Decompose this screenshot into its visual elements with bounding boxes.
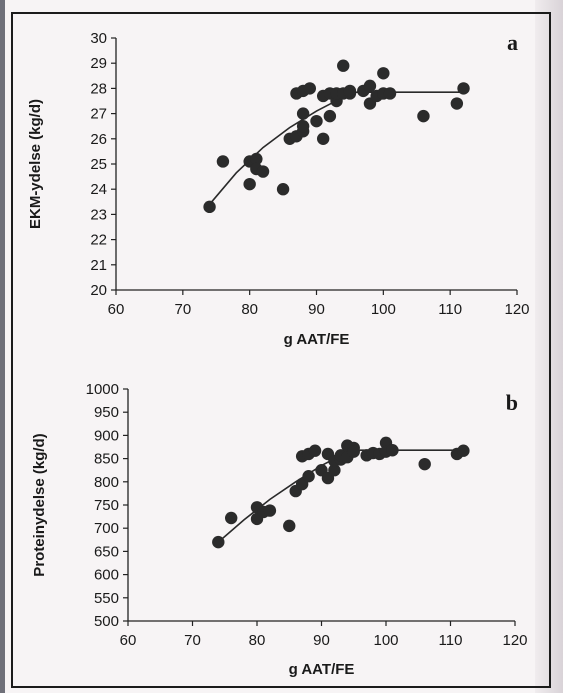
panel-b-x-axis-title: g AAT/FE <box>289 661 355 678</box>
panel-b-x-tick-label: 80 <box>249 632 266 649</box>
panel-b-data-point <box>386 444 399 457</box>
panel-a-data-point <box>316 132 330 145</box>
panel-a-x-tick-label: 70 <box>174 301 191 318</box>
panel-a-x-tick-label: 100 <box>371 301 396 318</box>
panel-b-x-tick-label: 100 <box>373 632 398 649</box>
panel-a-y-tick-label: 30 <box>90 30 107 47</box>
panel-b-data-point <box>302 470 315 483</box>
panel-a-y-axis-title: EKM-ydelse (kg/d) <box>27 99 44 229</box>
panel-b-y-tick-label: 650 <box>94 543 119 560</box>
panel-b-y-tick-label: 700 <box>94 520 119 537</box>
panel-b-data-point <box>418 457 431 471</box>
panel-a-y-tick-label: 28 <box>90 80 107 97</box>
panel-a-data-point <box>203 200 216 214</box>
panel-b-x-tick-label: 110 <box>439 632 463 649</box>
panel-a-x-axis-title: g AAT/FE <box>284 331 350 348</box>
panel-b-x-tick-label: 60 <box>120 632 137 649</box>
panel-a-data-point <box>457 82 470 95</box>
panel-a-data-point <box>310 114 323 128</box>
panel-a-data-point <box>377 67 390 80</box>
scanned-page <box>5 0 563 693</box>
panel-b-y-tick-label: 1000 <box>86 381 119 398</box>
panel-a-y-tick-label: 22 <box>90 232 107 249</box>
panel-a-data-point <box>450 97 464 110</box>
panel-a-y-tick-label: 21 <box>90 257 107 274</box>
panel-b-data-point <box>263 504 277 517</box>
panel-a-y-tick-label: 23 <box>90 206 107 223</box>
panel-a-y-tick-label: 27 <box>90 106 107 123</box>
panel-a-data-point <box>243 177 256 191</box>
panel-b-y-tick-label: 900 <box>94 427 119 444</box>
panel-a-y-tick-label: 26 <box>90 131 107 148</box>
panel-b-data-point <box>347 445 360 458</box>
panel-a-data-point <box>216 155 230 168</box>
panel-a-data-point <box>343 84 357 98</box>
panel-b-y-tick-label: 850 <box>94 451 119 468</box>
panel-b-data-point <box>328 464 341 477</box>
panel-a-data-point <box>417 109 430 123</box>
panel-b-x-tick-label: 90 <box>313 632 330 649</box>
panel-b-data-point <box>308 444 322 457</box>
panel-a-data-point <box>296 120 310 133</box>
panel-a-x-tick-label: 60 <box>108 301 125 318</box>
panel-a-data-point <box>323 109 337 123</box>
panel-b-x-tick-label: 120 <box>502 632 527 649</box>
panel-a-data-point <box>296 107 310 120</box>
panel-a-data-point <box>363 79 377 93</box>
panel-b-y-tick-label: 750 <box>94 497 119 514</box>
panel-a-data-point <box>337 59 350 72</box>
panel-b-y-tick-label: 600 <box>94 567 119 584</box>
panel-b-x-tick-label: 70 <box>184 632 201 649</box>
panel-a-data-point <box>303 82 317 95</box>
panel-b-data-point <box>283 519 296 533</box>
panel-a-x-tick-label: 110 <box>438 301 462 318</box>
panel-b-letter: b <box>506 390 518 415</box>
panel-b-y-tick-label: 800 <box>94 474 119 491</box>
panel-a-y-tick-label: 20 <box>90 282 107 299</box>
panel-b-y-tick-label: 500 <box>94 613 119 630</box>
panel-a-letter: a <box>507 30 518 55</box>
panel-b-y-axis-title: Proteinydelse (kg/d) <box>31 433 48 576</box>
panel-a-y-tick-label: 25 <box>90 156 107 173</box>
panel-a-x-tick-label: 120 <box>504 301 529 318</box>
panel-b-y-tick-label: 950 <box>94 404 119 421</box>
panel-a-y-tick-label: 29 <box>90 55 107 72</box>
panel-a-data-point <box>256 165 270 178</box>
panel-b-data-point <box>457 444 470 457</box>
panel-b-data-point <box>212 535 225 549</box>
panel-a-x-tick-label: 90 <box>308 301 325 318</box>
panel-a-x-tick-label: 80 <box>241 301 258 318</box>
panel-a-data-point <box>250 152 263 166</box>
panel-a-data-point <box>383 87 397 100</box>
panel-a-y-tick-label: 24 <box>90 181 107 198</box>
figure-frame <box>11 12 551 688</box>
panel-a-data-point <box>276 183 290 196</box>
panel-b-y-tick-label: 550 <box>94 590 119 607</box>
panel-b-data-point <box>225 511 238 525</box>
